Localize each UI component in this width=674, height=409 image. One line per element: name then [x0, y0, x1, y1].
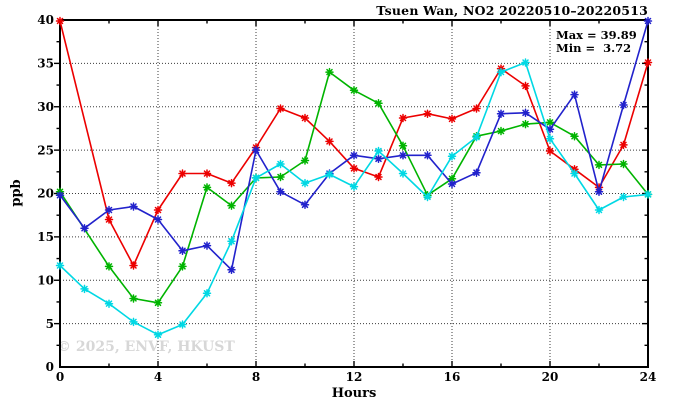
y-tick-label: 25	[37, 143, 54, 157]
y-tick-label: 35	[37, 57, 54, 71]
x-tick-label: 8	[252, 370, 260, 384]
x-tick-label: 0	[56, 370, 64, 384]
y-tick-label: 40	[37, 13, 54, 27]
y-tick-label: 30	[37, 100, 54, 114]
series-red-line	[59, 20, 649, 267]
y-tick-label: 20	[37, 187, 54, 201]
stats-annotation: Max = 39.89 Min = 3.72	[556, 29, 637, 55]
x-tick-label: 4	[154, 370, 162, 384]
x-tick-label: 12	[346, 370, 363, 384]
x-tick-label: 20	[542, 370, 559, 384]
series-cyan-markers	[55, 58, 653, 339]
series-cyan	[55, 58, 653, 339]
y-tick-label: 0	[46, 360, 54, 374]
series-blue	[55, 16, 653, 275]
y-tick-label: 15	[37, 230, 54, 244]
series-red	[55, 16, 653, 270]
tick-labels: 0 4 8 12 16 20 24 0 5 10 15 20 25 30 35 40	[37, 13, 656, 384]
gridlines	[60, 20, 648, 367]
x-tick-label: 16	[444, 370, 461, 384]
y-tick-label: 5	[46, 317, 54, 331]
watermark: © 2025, ENVF, HKUST	[57, 339, 235, 355]
series-red-markers	[55, 16, 653, 270]
chart-title: Tsuen Wan, NO2 20220510–20220513	[376, 3, 648, 18]
stat-max: Max = 39.89	[556, 28, 637, 42]
stat-min: Min = 3.72	[556, 41, 632, 55]
x-tick-label: 24	[640, 370, 657, 384]
series-blue-markers	[55, 16, 653, 275]
y-tick-label: 10	[37, 273, 54, 287]
x-axis-label: Hours	[331, 386, 377, 401]
